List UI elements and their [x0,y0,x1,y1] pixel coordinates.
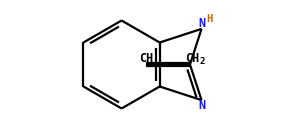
Text: N: N [198,99,205,112]
Text: H: H [206,14,213,24]
Text: N: N [198,17,205,30]
Text: CH: CH [185,52,199,65]
Text: CH: CH [139,52,153,65]
Text: 2: 2 [200,57,205,66]
